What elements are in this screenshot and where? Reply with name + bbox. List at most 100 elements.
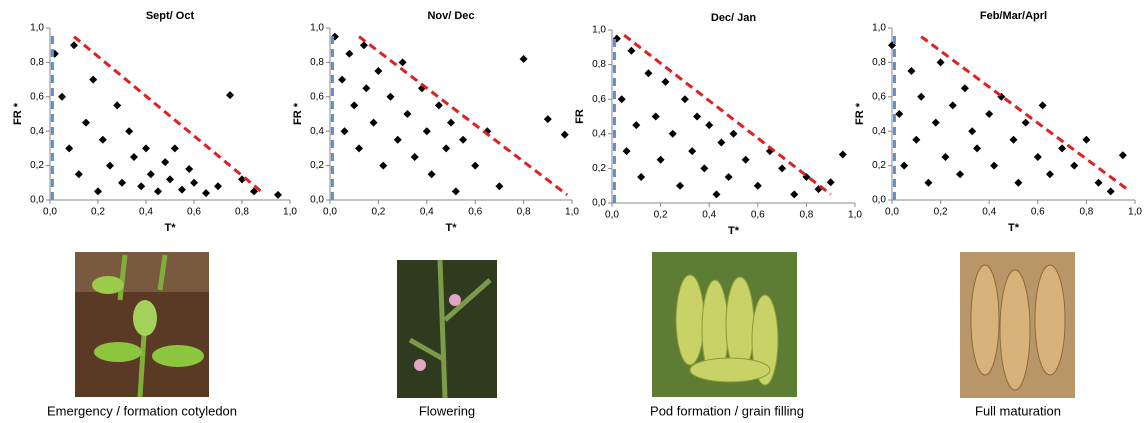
x-axis-label: T* — [1008, 222, 1020, 234]
point — [118, 178, 126, 187]
y-tick-label: 0,4 — [310, 126, 324, 137]
chart-title: Feb/Mar/Aprl — [980, 10, 1047, 22]
y-tick-label: 0,8 — [310, 57, 324, 68]
y-axis-label: FR — [574, 109, 586, 124]
point — [355, 144, 364, 153]
point — [790, 190, 799, 199]
point — [451, 187, 460, 196]
y-tick-label: 1,0 — [30, 23, 44, 34]
x-tick-label: 1,0 — [848, 210, 862, 221]
point — [154, 187, 162, 196]
reference-line — [73, 35, 263, 193]
x-axis-label: T* — [165, 222, 177, 234]
point — [651, 112, 660, 121]
point — [668, 129, 677, 138]
point — [1118, 151, 1127, 160]
point — [644, 69, 653, 78]
point — [166, 175, 174, 184]
point — [238, 175, 246, 184]
photo-seedling — [75, 252, 209, 398]
point — [98, 135, 107, 144]
x-tick-label: 0,2 — [654, 210, 668, 221]
point — [185, 165, 194, 174]
x-tick-label: 0,4 — [420, 207, 434, 218]
x-tick-label: 0,2 — [91, 207, 105, 218]
point — [89, 75, 98, 84]
point — [58, 92, 66, 101]
x-tick-label: 0,0 — [43, 207, 57, 218]
point — [398, 58, 407, 67]
y-tick-label: 0,4 — [30, 126, 44, 137]
point — [627, 46, 636, 55]
point — [1106, 187, 1115, 196]
point — [1058, 144, 1067, 153]
point — [170, 144, 179, 153]
y-tick-label: 0,0 — [872, 195, 886, 206]
point — [661, 77, 670, 86]
photo-pods — [652, 252, 797, 397]
x-axis-label: T* — [446, 222, 458, 234]
point — [973, 144, 982, 153]
point — [65, 144, 74, 153]
point — [907, 67, 916, 75]
point — [459, 135, 468, 144]
photo-flower — [397, 259, 497, 399]
point — [82, 118, 90, 127]
photo-caption: Pod formation / grain filling — [650, 403, 804, 418]
point — [693, 112, 702, 121]
point — [676, 181, 685, 190]
point — [912, 135, 921, 144]
y-tick-label: 0,6 — [30, 91, 44, 102]
scatter-chart: Feb/Mar/Aprl T* FR * 0,0 0,2 0,4 0,6 0,8 1,0 0,0 0… — [854, 10, 1142, 234]
point — [74, 170, 83, 179]
point — [622, 147, 631, 156]
point — [1082, 135, 1091, 144]
point — [369, 118, 378, 127]
point — [125, 127, 134, 136]
point — [471, 161, 480, 170]
x-tick-label: 0,4 — [982, 207, 996, 218]
x-tick-label: 0,6 — [468, 207, 482, 218]
point — [700, 164, 709, 173]
y-tick-label: 0,8 — [30, 57, 44, 68]
y-tick-label: 0,2 — [872, 160, 886, 171]
point — [543, 115, 552, 124]
point — [705, 121, 714, 130]
point — [717, 138, 726, 147]
y-tick-label: 0,8 — [592, 59, 606, 70]
point — [688, 147, 697, 156]
point — [936, 58, 945, 67]
point — [137, 182, 146, 191]
point — [985, 110, 994, 118]
point — [990, 161, 999, 170]
point — [617, 95, 626, 104]
point — [130, 153, 138, 161]
point — [968, 127, 977, 136]
point — [1009, 135, 1018, 144]
point — [442, 144, 451, 153]
photo-mature-pods — [960, 252, 1075, 398]
chart-title: Nov/ Dec — [427, 10, 474, 22]
point — [778, 164, 787, 173]
point — [226, 91, 234, 100]
point — [250, 187, 258, 196]
photo-caption: Flowering — [419, 403, 475, 418]
x-tick-label: 0,8 — [799, 210, 813, 221]
point — [379, 161, 388, 170]
point — [422, 127, 431, 136]
point — [724, 173, 733, 182]
point — [214, 182, 222, 191]
chart-title: Sept/ Oct — [146, 10, 195, 22]
y-axis-label: FR * — [292, 102, 304, 125]
point — [917, 92, 926, 101]
point — [895, 110, 904, 118]
x-tick-label: 0,0 — [885, 207, 899, 218]
x-tick-label: 1,0 — [565, 207, 579, 218]
x-axis-label: T* — [728, 225, 740, 237]
point — [161, 158, 170, 167]
x-tick-label: 0,6 — [1031, 207, 1045, 218]
x-tick-label: 0,2 — [371, 207, 385, 218]
chart-title: Dec/ Jan — [711, 12, 757, 24]
reference-line — [920, 35, 1132, 193]
